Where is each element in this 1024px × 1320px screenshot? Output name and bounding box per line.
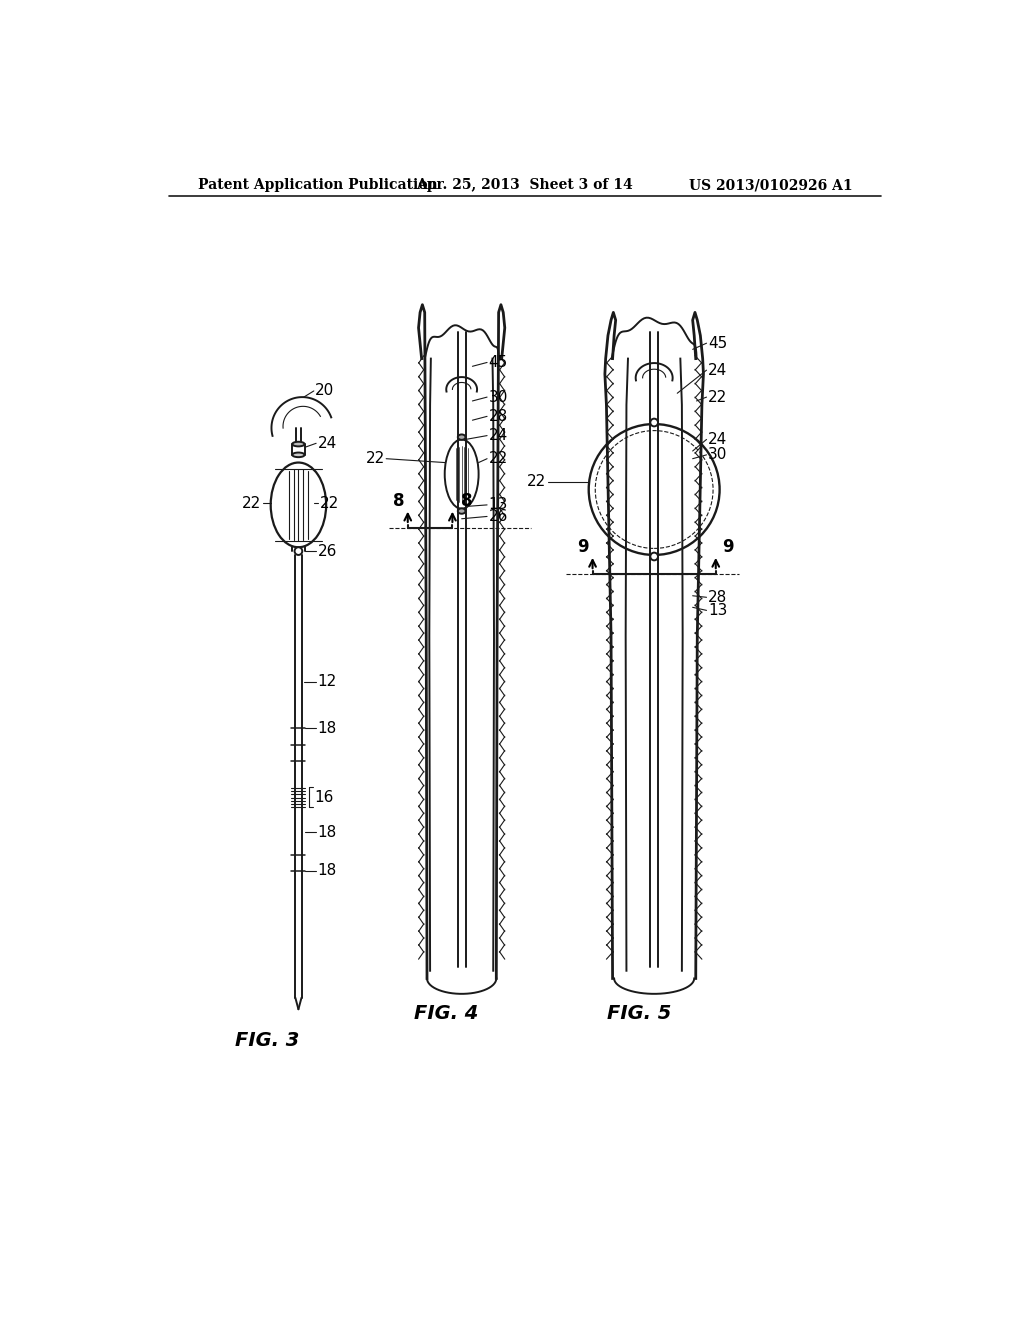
Text: 8: 8 bbox=[393, 492, 404, 510]
Text: 22: 22 bbox=[708, 389, 727, 405]
Text: 22: 22 bbox=[319, 496, 339, 511]
Text: 12: 12 bbox=[317, 675, 337, 689]
Text: 18: 18 bbox=[317, 863, 337, 878]
Circle shape bbox=[295, 548, 302, 554]
Text: FIG. 3: FIG. 3 bbox=[234, 1031, 299, 1049]
Ellipse shape bbox=[458, 434, 466, 440]
Text: 45: 45 bbox=[488, 355, 508, 370]
Text: US 2013/0102926 A1: US 2013/0102926 A1 bbox=[689, 178, 853, 193]
Text: FIG. 4: FIG. 4 bbox=[414, 1003, 478, 1023]
Text: 9: 9 bbox=[578, 539, 589, 556]
Text: 9: 9 bbox=[722, 539, 734, 556]
Text: 24: 24 bbox=[317, 436, 337, 451]
Text: 24: 24 bbox=[708, 432, 727, 447]
Ellipse shape bbox=[458, 508, 466, 513]
Text: 24: 24 bbox=[708, 363, 727, 378]
Ellipse shape bbox=[292, 442, 304, 446]
Text: 20: 20 bbox=[315, 383, 335, 399]
Text: 16: 16 bbox=[314, 789, 334, 805]
Text: 22: 22 bbox=[243, 496, 261, 511]
Ellipse shape bbox=[292, 453, 304, 457]
Text: 28: 28 bbox=[708, 590, 727, 605]
Text: 30: 30 bbox=[708, 447, 727, 462]
Text: 8: 8 bbox=[461, 492, 472, 510]
Circle shape bbox=[650, 553, 658, 561]
Text: 22: 22 bbox=[366, 451, 385, 466]
Text: 30: 30 bbox=[488, 389, 508, 405]
Text: 22: 22 bbox=[527, 474, 547, 490]
Text: 26: 26 bbox=[488, 510, 508, 524]
Text: 28: 28 bbox=[488, 409, 508, 424]
Text: 18: 18 bbox=[317, 825, 337, 840]
Text: Patent Application Publication: Patent Application Publication bbox=[199, 178, 438, 193]
Text: FIG. 5: FIG. 5 bbox=[606, 1003, 671, 1023]
Circle shape bbox=[650, 418, 658, 426]
Text: 22: 22 bbox=[488, 451, 508, 466]
Text: Apr. 25, 2013  Sheet 3 of 14: Apr. 25, 2013 Sheet 3 of 14 bbox=[417, 178, 633, 193]
Text: 45: 45 bbox=[708, 335, 727, 351]
Text: 26: 26 bbox=[317, 544, 337, 558]
Text: 13: 13 bbox=[708, 603, 727, 618]
Text: 13: 13 bbox=[488, 498, 508, 512]
Text: 24: 24 bbox=[488, 428, 508, 444]
Text: 18: 18 bbox=[317, 721, 337, 735]
